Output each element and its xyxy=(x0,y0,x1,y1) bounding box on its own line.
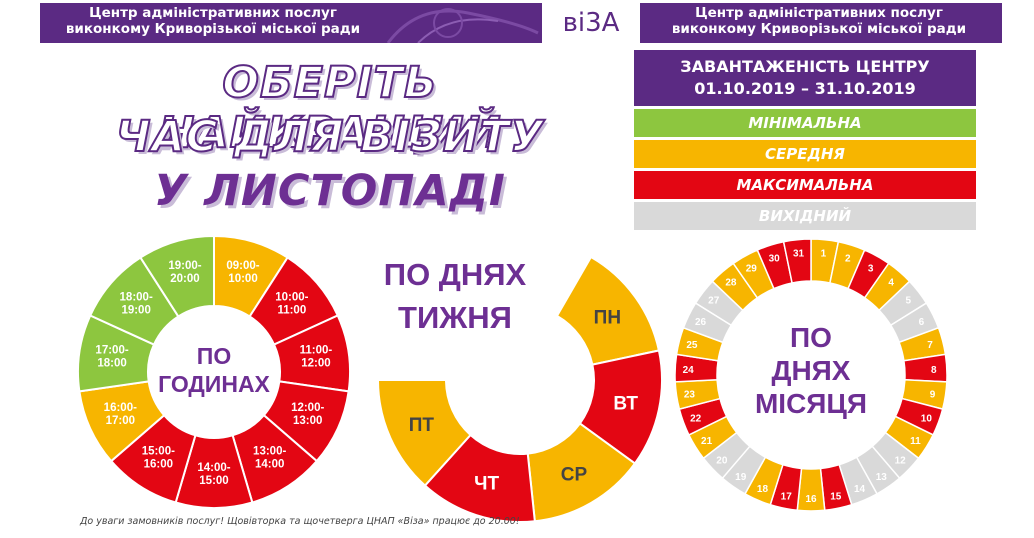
headline-line-2: ЧАС ДЛЯ ВІЗИТУ xyxy=(115,111,545,163)
month-day-label: 10 xyxy=(921,414,933,425)
month-day-label: 28 xyxy=(725,278,737,289)
month-day-label: 8 xyxy=(931,365,937,376)
month-chart-title: ПО xyxy=(790,322,832,353)
hour-slice-label: 16:00-17:00 xyxy=(104,402,137,427)
month-day-label: 20 xyxy=(716,456,728,467)
month-day-label: 15 xyxy=(830,491,842,502)
month-day-label: 2 xyxy=(845,254,851,265)
weekday-slice xyxy=(376,379,472,487)
month-day-label: 24 xyxy=(683,365,695,376)
hour-slice-label: 09:00-10:00 xyxy=(226,260,259,285)
hour-slice-label: 18:00-19:00 xyxy=(120,292,153,317)
month-day-label: 7 xyxy=(927,340,933,351)
month-day-label: 5 xyxy=(905,296,911,307)
month-day-label: 30 xyxy=(769,254,781,265)
month-day-label: 26 xyxy=(695,317,707,328)
hour-slice-label: 13:00-14:00 xyxy=(253,446,286,471)
weekday-slice-label: ЧТ xyxy=(474,474,499,495)
legend-level-maximal: МАКСИМАЛЬНА xyxy=(634,171,976,199)
hour-slice-label: 10:00-11:00 xyxy=(275,292,308,317)
month-chart-title: ДНЯХ xyxy=(772,355,851,386)
hour-slice-label: 15:00-16:00 xyxy=(142,446,175,471)
weekday-slice-label: ПТ xyxy=(409,415,435,436)
headline-line-3: У ЛИСТОПАДІ xyxy=(154,166,506,216)
weekday-slice-label: ПН xyxy=(594,308,621,329)
month-day-label: 6 xyxy=(919,317,925,328)
month-day-label: 21 xyxy=(701,436,713,447)
weekday-slice-label: ВТ xyxy=(613,393,638,414)
load-legend: ЗАВАНТАЖЕНІСТЬ ЦЕНТРУ 01.10.2019 – 31.10… xyxy=(634,50,976,230)
hours-chart-title: ПО xyxy=(197,343,231,369)
legend-level-day-off: ВИХІДНИЙ xyxy=(634,202,976,230)
month-day-label: 16 xyxy=(805,494,817,505)
month-day-label: 22 xyxy=(690,414,702,425)
month-day-label: 29 xyxy=(746,263,758,274)
organization-name-right: Центр адміністративних послуг виконкому … xyxy=(671,5,967,37)
hour-slice-label: 12:00-13:00 xyxy=(291,402,324,427)
legend-level-medium: СЕРЕДНЯ xyxy=(634,140,976,168)
month-chart-title: МІСЯЦЯ xyxy=(755,388,867,419)
month-day-label: 4 xyxy=(888,278,894,289)
hour-slice-label: 14:00-15:00 xyxy=(197,462,230,487)
month-day-label: 25 xyxy=(686,340,698,351)
month-day-label: 3 xyxy=(868,263,874,274)
month-day-label: 23 xyxy=(684,390,696,401)
legend-level-minimal: МІНІМАЛЬНА xyxy=(634,109,976,137)
viza-logo: ві3А xyxy=(542,3,640,43)
weekdays-chart-title: ПО ДНЯХ xyxy=(384,257,527,292)
month-day-label: 1 xyxy=(821,249,827,260)
organization-name-left: Центр адміністративних послуг виконкому … xyxy=(65,5,361,37)
decorative-swirl-icon xyxy=(386,8,539,43)
footnote: До уваги замовників послуг! Щовівторка т… xyxy=(80,516,520,527)
legend-title: ЗАВАНТАЖЕНІСТЬ ЦЕНТРУ 01.10.2019 – 31.10… xyxy=(634,50,976,106)
month-day-label: 18 xyxy=(757,484,769,495)
month-day-slice xyxy=(782,238,812,284)
header-banner: Центр адміністративних послуг виконкому … xyxy=(40,3,1002,43)
month-day-label: 9 xyxy=(930,390,936,401)
hour-slice-label: 11:00-12:00 xyxy=(300,344,333,369)
hour-slice-label: 17:00-18:00 xyxy=(95,344,128,369)
weekdays-chart-title: ТИЖНЯ xyxy=(398,300,512,335)
month-day-label: 11 xyxy=(910,436,921,447)
month-day-label: 12 xyxy=(895,456,907,467)
month-day-label: 17 xyxy=(781,491,793,502)
month-day-label: 13 xyxy=(876,472,888,483)
headline-line-1: ОБЕРІТЬ НАЙКРАЩИЙ xyxy=(157,57,502,159)
hours-chart-title: ГОДИНАХ xyxy=(158,371,270,397)
month-day-label: 14 xyxy=(854,484,866,495)
month-day-label: 19 xyxy=(735,472,747,483)
hour-slice xyxy=(139,234,215,318)
hour-slice-label: 19:00-20:00 xyxy=(168,260,201,285)
month-day-label: 27 xyxy=(708,296,720,307)
weekday-slice-label: СР xyxy=(561,465,588,486)
month-day-label: 31 xyxy=(793,249,805,260)
